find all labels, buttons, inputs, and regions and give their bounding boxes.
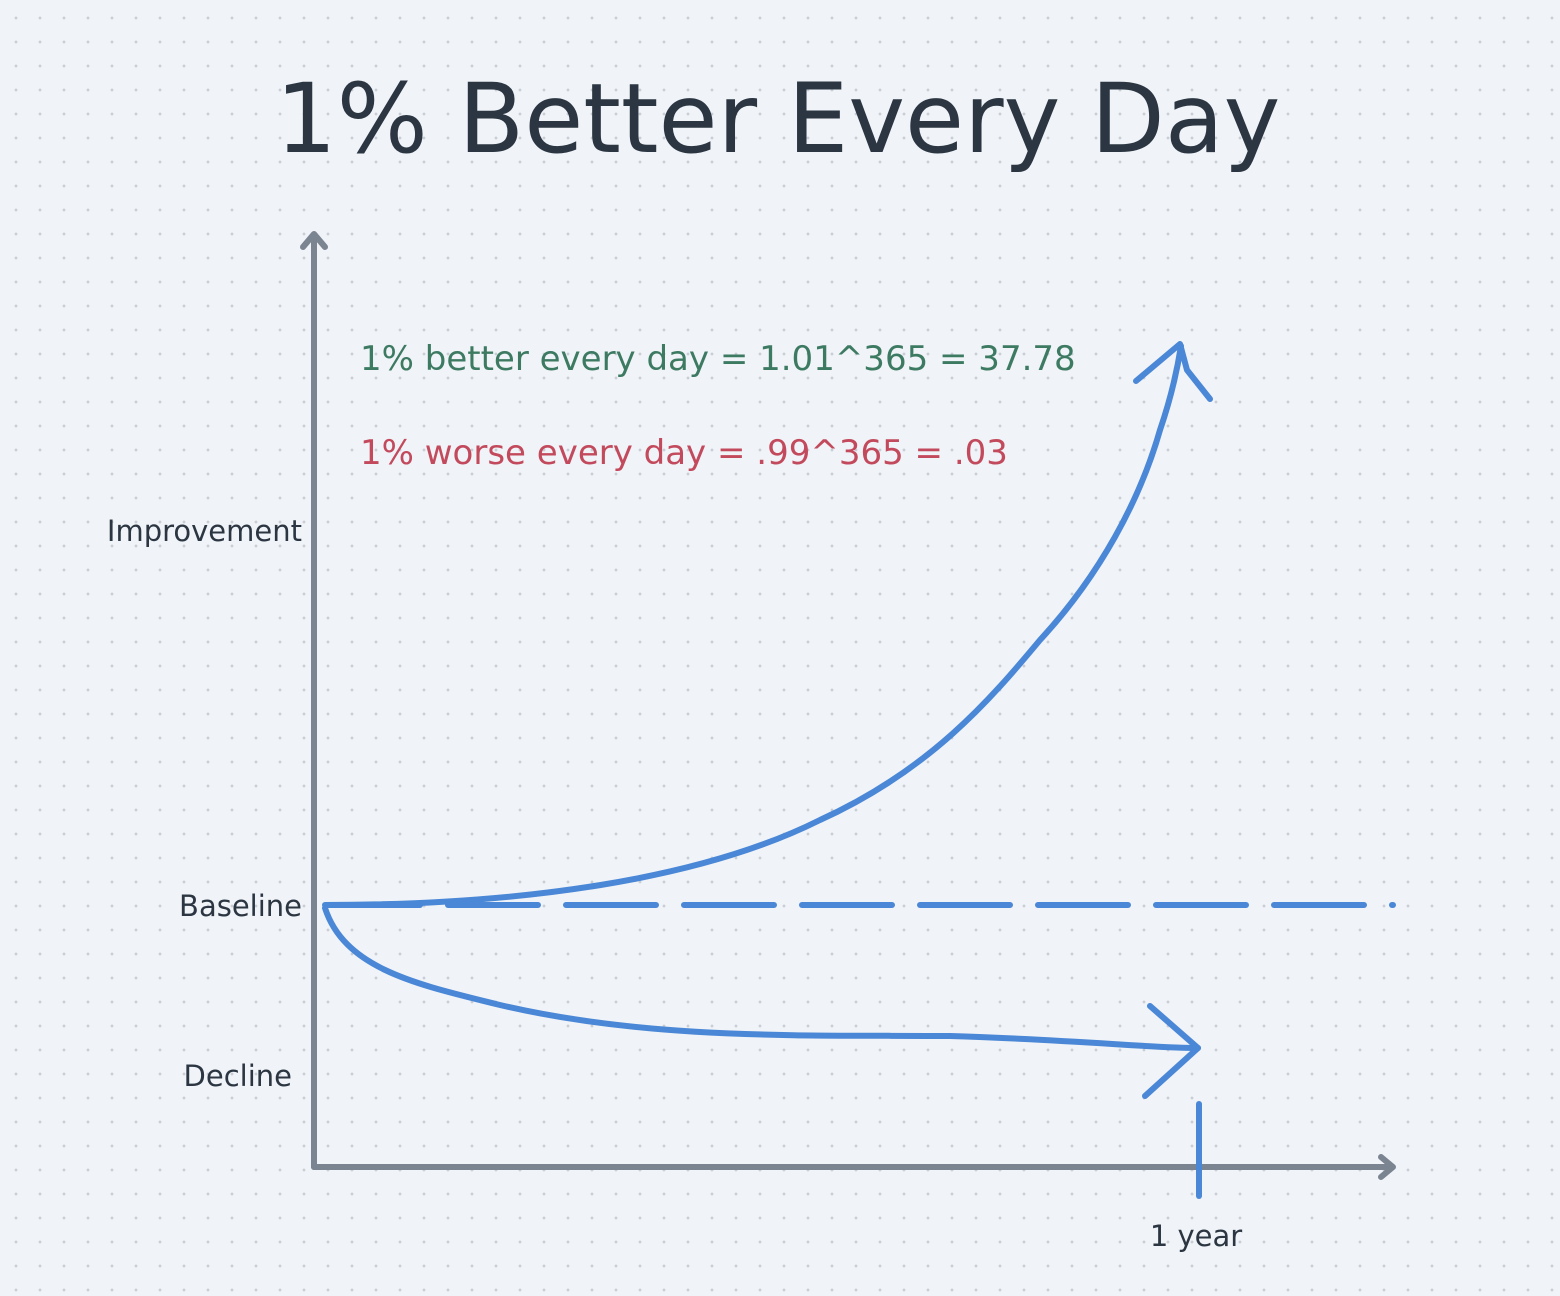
growth-curve-arrowhead	[1133, 341, 1213, 402]
annotation-worse: 1% worse every day = .99^365 = .03	[360, 433, 1008, 473]
growth-curve	[322, 343, 1184, 908]
y-label-improvement: Improvement	[107, 514, 302, 548]
x-label-one-year: 1 year	[1150, 1219, 1242, 1253]
chart-title: 1% Better Every Day	[276, 63, 1281, 175]
decline-curve	[322, 905, 1201, 1051]
y-label-decline: Decline	[184, 1059, 292, 1093]
axes	[300, 231, 1396, 1180]
curves	[322, 341, 1396, 1199]
y-label-baseline: Baseline	[179, 889, 302, 923]
x-axis-arrowhead	[1378, 1154, 1396, 1180]
decline-curve-arrowhead	[1142, 1003, 1201, 1099]
annotation-better: 1% better every day = 1.01^365 = 37.78	[360, 339, 1076, 379]
y-axis-arrowhead	[300, 231, 328, 250]
